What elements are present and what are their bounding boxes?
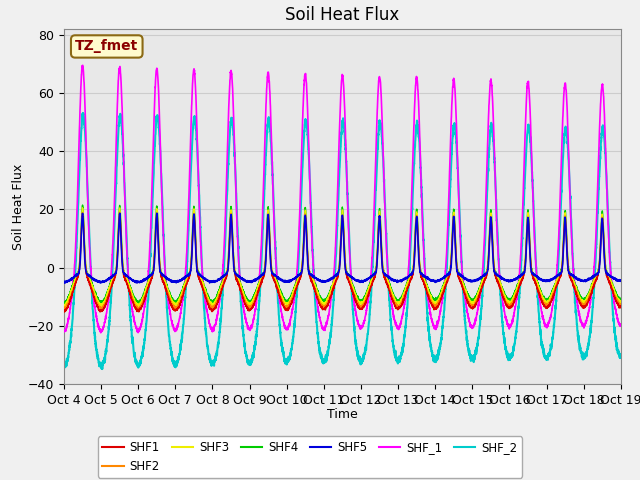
- SHF5: [153, 210, 161, 216]
- SHF4: [617, 296, 625, 302]
- SHF2: [616, 301, 624, 307]
- SHF_2: [322, 358, 330, 364]
- SHF3: [617, 300, 625, 305]
- SHF_2: [436, 341, 444, 347]
- SHF_2: [79, 110, 86, 116]
- SHF_1: [322, 324, 330, 330]
- SHF2: [116, 209, 124, 215]
- SHF5: [616, 278, 624, 284]
- SHF5: [161, 273, 168, 279]
- SHF_2: [99, 366, 106, 372]
- SHF1: [61, 309, 68, 315]
- SHF3: [468, 300, 476, 305]
- SHF_2: [617, 355, 625, 360]
- SHF1: [322, 305, 330, 311]
- SHF4: [616, 297, 624, 302]
- SHF1: [499, 295, 507, 300]
- SHF1: [468, 305, 476, 311]
- X-axis label: Time: Time: [327, 408, 358, 421]
- Line: SHF2: SHF2: [64, 212, 621, 309]
- Legend: SHF1, SHF2, SHF3, SHF4, SHF5, SHF_1, SHF_2: SHF1, SHF2, SHF3, SHF4, SHF5, SHF_1, SHF…: [98, 436, 522, 478]
- Title: Soil Heat Flux: Soil Heat Flux: [285, 6, 399, 24]
- Text: TZ_fmet: TZ_fmet: [75, 39, 138, 53]
- SHF4: [468, 296, 476, 302]
- SHF4: [499, 286, 507, 292]
- SHF_1: [617, 323, 625, 328]
- SHF5: [499, 276, 507, 282]
- SHF_2: [468, 356, 476, 362]
- SHF4: [161, 276, 168, 282]
- SHF_1: [60, 328, 68, 334]
- Line: SHF_2: SHF_2: [64, 113, 621, 369]
- SHF5: [60, 278, 68, 284]
- SHF_1: [468, 324, 476, 330]
- SHF_2: [616, 355, 624, 361]
- SHF1: [436, 298, 444, 303]
- SHF3: [499, 289, 507, 295]
- SHF_1: [616, 321, 624, 327]
- SHF3: [161, 276, 168, 282]
- SHF5: [322, 278, 330, 284]
- Line: SHF1: SHF1: [64, 216, 621, 312]
- SHF2: [468, 303, 476, 309]
- SHF2: [436, 296, 444, 302]
- SHF_2: [499, 328, 507, 334]
- Line: SHF_1: SHF_1: [64, 65, 621, 333]
- SHF2: [161, 281, 168, 287]
- SHF4: [79, 202, 86, 208]
- SHF1: [79, 213, 86, 218]
- SHF5: [61, 280, 68, 286]
- SHF4: [322, 296, 330, 302]
- SHF2: [60, 306, 68, 312]
- SHF2: [499, 292, 507, 298]
- Y-axis label: Soil Heat Flux: Soil Heat Flux: [12, 163, 25, 250]
- SHF_1: [161, 255, 168, 261]
- SHF2: [322, 302, 330, 308]
- SHF2: [60, 305, 68, 311]
- SHF1: [616, 304, 624, 310]
- SHF_1: [97, 330, 104, 336]
- Line: SHF3: SHF3: [64, 208, 621, 306]
- SHF3: [61, 303, 68, 309]
- SHF5: [468, 278, 476, 284]
- SHF3: [322, 300, 330, 306]
- SHF5: [436, 277, 444, 283]
- SHF_2: [60, 364, 68, 370]
- SHF4: [135, 301, 143, 307]
- Line: SHF5: SHF5: [64, 213, 621, 283]
- SHF5: [617, 278, 625, 284]
- SHF_1: [499, 303, 507, 309]
- SHF2: [617, 301, 625, 307]
- SHF3: [436, 292, 444, 298]
- SHF1: [60, 308, 68, 314]
- SHF_1: [436, 307, 444, 312]
- SHF_1: [79, 62, 86, 68]
- SHF1: [161, 281, 168, 287]
- SHF3: [79, 205, 86, 211]
- SHF1: [617, 303, 625, 309]
- SHF4: [436, 290, 444, 296]
- SHF_2: [161, 252, 168, 257]
- SHF3: [616, 298, 624, 303]
- SHF3: [60, 302, 68, 308]
- Line: SHF4: SHF4: [64, 205, 621, 304]
- SHF4: [60, 299, 68, 305]
